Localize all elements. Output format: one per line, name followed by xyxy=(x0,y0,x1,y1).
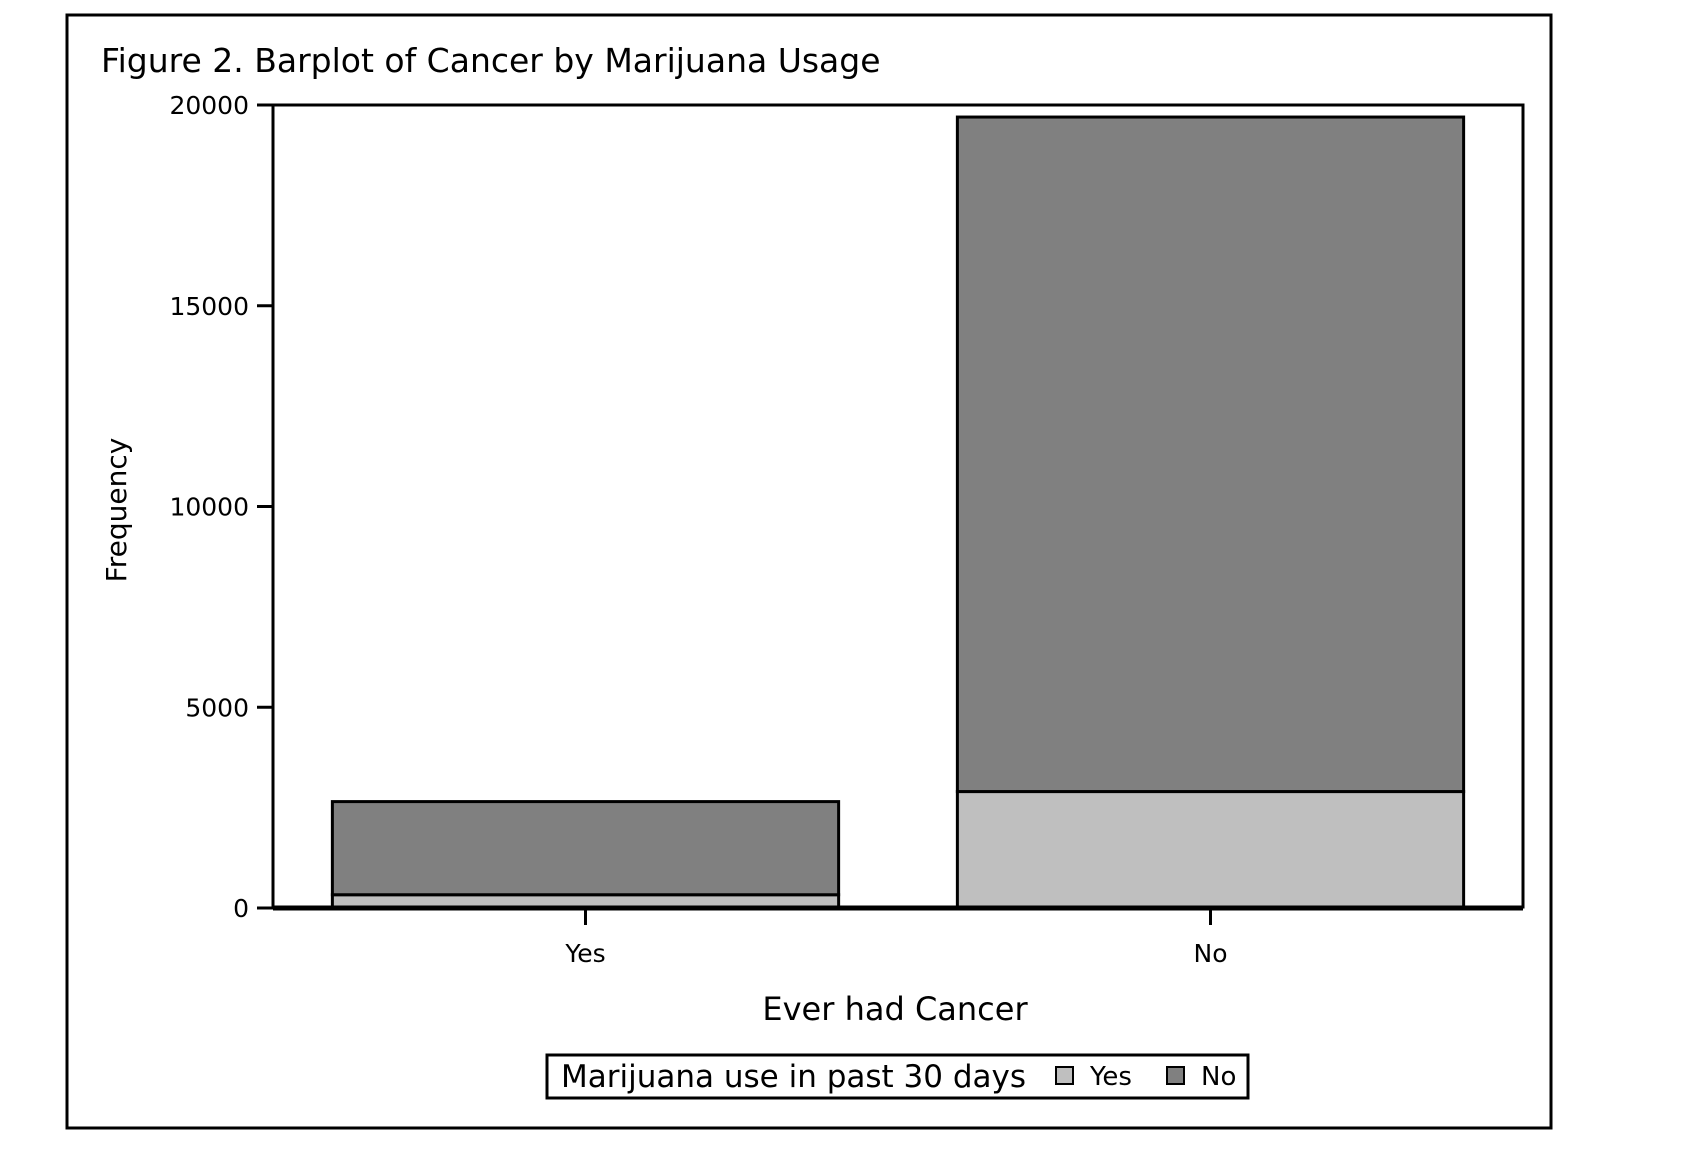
legend-label-yes: Yes xyxy=(1089,1062,1132,1092)
x-tick-label: No xyxy=(1194,939,1228,968)
legend-swatch-yes xyxy=(1055,1066,1074,1085)
y-axis: 0 5000 10000 15000 20000 xyxy=(169,91,273,923)
x-axis: Yes No xyxy=(564,908,1228,968)
legend-box xyxy=(545,1053,1250,1100)
y-tick-label: 0 xyxy=(233,894,249,923)
legend-label-no: No xyxy=(1201,1062,1236,1092)
y-tick-label: 15000 xyxy=(169,292,249,321)
x-tick-label: Yes xyxy=(564,939,605,968)
bar-no-series-yes xyxy=(955,790,1466,910)
legend-swatch-no xyxy=(1166,1066,1185,1085)
bars-layer xyxy=(330,115,1466,910)
x-axis-label: Ever had Cancer xyxy=(762,990,1028,1028)
chart-title: Figure 2. Barplot of Cancer by Marijuana… xyxy=(101,41,881,80)
y-tick-label: 5000 xyxy=(185,693,249,722)
y-axis-label: Frequency xyxy=(100,438,133,583)
legend-items: Yes No xyxy=(1055,1062,1236,1092)
legend-title: Marijuana use in past 30 days xyxy=(561,1059,1026,1095)
legend: Marijuana use in past 30 days Yes No xyxy=(545,1053,1250,1100)
y-tick-label: 10000 xyxy=(169,493,249,522)
bar-yes-series-no xyxy=(330,800,841,897)
y-tick-label: 20000 xyxy=(169,91,249,120)
bar-no-series-no xyxy=(955,115,1466,794)
